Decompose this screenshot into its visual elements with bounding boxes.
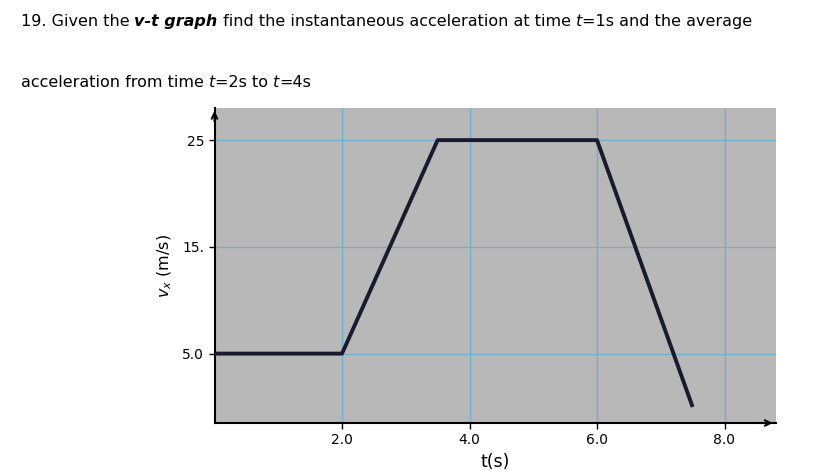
- Text: find the instantaneous acceleration at time: find the instantaneous acceleration at t…: [218, 14, 576, 29]
- X-axis label: t(s): t(s): [480, 453, 510, 470]
- Text: acceleration from time: acceleration from time: [21, 75, 209, 90]
- Text: =2s to: =2s to: [214, 75, 273, 90]
- Text: v-t graph: v-t graph: [134, 14, 218, 29]
- Text: t: t: [576, 14, 582, 29]
- Y-axis label: $v_x$ (m/s): $v_x$ (m/s): [155, 234, 174, 298]
- Text: t: t: [209, 75, 214, 90]
- Text: t: t: [273, 75, 279, 90]
- Text: =1s and the average: =1s and the average: [582, 14, 752, 29]
- Text: =4s: =4s: [279, 75, 311, 90]
- Text: 19. Given the: 19. Given the: [21, 14, 134, 29]
